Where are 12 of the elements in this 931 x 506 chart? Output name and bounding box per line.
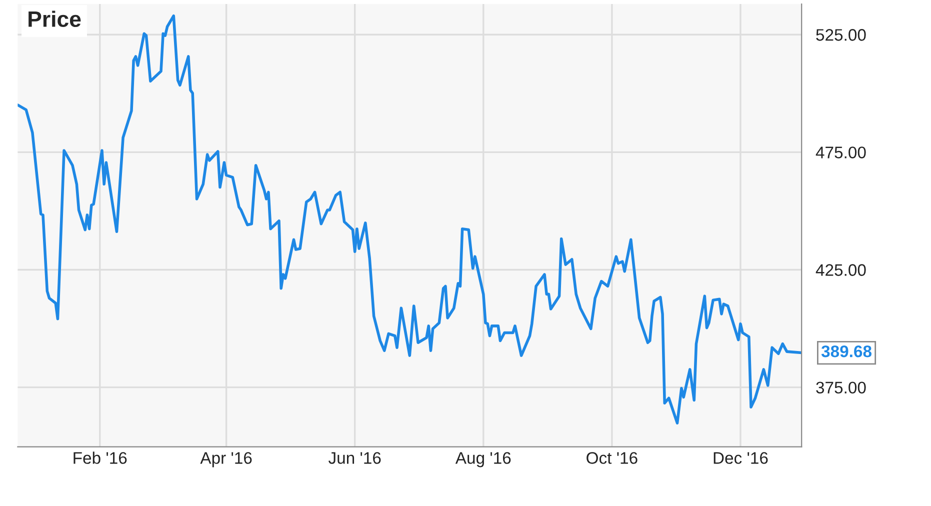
- y-tick-label: 375.00: [816, 382, 866, 394]
- x-tick-label: Aug '16: [455, 452, 511, 468]
- x-tick-label: Apr '16: [200, 452, 252, 468]
- annotation: 389.68: [821, 345, 872, 358]
- y-tick-label: 425.00: [816, 264, 866, 276]
- x-tick-label: Oct '16: [586, 452, 638, 464]
- x-tick-label: Jun '16: [328, 452, 381, 464]
- chart-title: Price: [28, 10, 81, 28]
- x-tick-label: Dec '16: [714, 452, 768, 464]
- y-tick-label: 525.00: [816, 29, 866, 41]
- y-tick-label: 475.00: [816, 146, 866, 158]
- x-tick-label: Feb '16: [74, 452, 127, 464]
